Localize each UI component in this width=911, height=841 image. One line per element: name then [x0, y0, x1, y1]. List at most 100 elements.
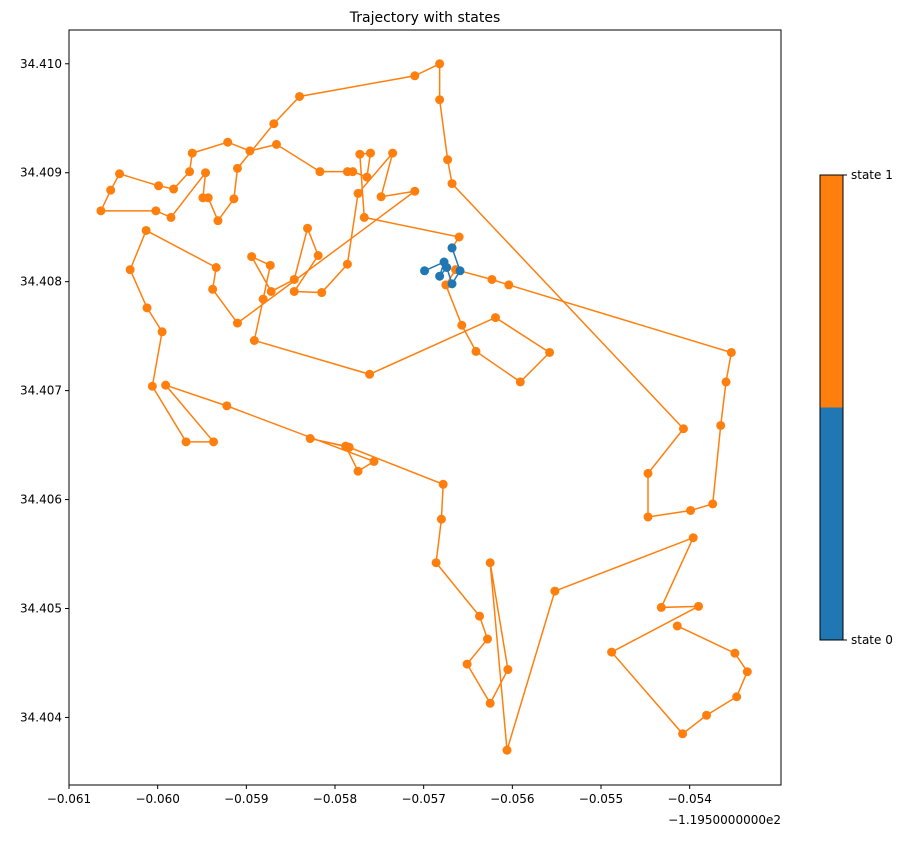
trajectory-point — [643, 512, 653, 522]
trajectory-point — [410, 71, 420, 81]
trajectory-point — [266, 286, 276, 296]
trajectory-point — [289, 274, 299, 284]
trajectory-point — [232, 318, 242, 328]
trajectory-point — [213, 216, 223, 226]
trajectory-point — [342, 167, 352, 177]
trajectory-point — [181, 437, 191, 447]
y-tick-label: 34.409 — [20, 166, 62, 180]
trajectory-point — [694, 601, 704, 611]
y-tick-label: 34.406 — [20, 493, 62, 507]
trajectory-point — [487, 274, 497, 284]
trajectory-point — [209, 437, 219, 447]
y-tick-label: 34.410 — [20, 57, 62, 71]
trajectory-point — [447, 179, 457, 189]
trajectory-point — [106, 185, 116, 195]
trajectory-point — [678, 424, 688, 434]
trajectory-point — [249, 335, 259, 345]
trajectory-point — [420, 266, 430, 276]
trajectory-point — [369, 456, 379, 466]
trajectory-point — [678, 729, 688, 739]
trajectory-point — [295, 91, 305, 101]
trajectory-point — [702, 710, 712, 720]
trajectory-point — [315, 167, 325, 177]
trajectory-point — [151, 206, 161, 216]
trajectory-point — [247, 252, 257, 262]
trajectory-point — [223, 137, 233, 147]
trajectory-point — [485, 558, 495, 568]
trajectory-point — [457, 320, 467, 330]
trajectory-point — [362, 172, 372, 182]
trajectory-point — [550, 586, 560, 596]
plot-frame — [68, 29, 782, 786]
trajectory-point — [187, 148, 197, 158]
trajectory-point — [208, 284, 218, 294]
trajectory-point — [376, 192, 386, 202]
trajectory-point — [353, 188, 363, 198]
trajectory-point — [708, 499, 718, 509]
trajectory-point — [447, 279, 457, 289]
trajectory-point — [431, 558, 441, 568]
trajectory-point — [269, 119, 279, 129]
x-tick-label: −0.054 — [667, 792, 711, 806]
trajectory-point — [211, 263, 221, 273]
trajectory-line — [99, 62, 749, 751]
colorbar-label: state 1 — [851, 168, 893, 182]
x-tick-label: −0.057 — [401, 792, 445, 806]
trajectory-point — [115, 169, 125, 179]
trajectory-point — [483, 634, 493, 644]
x-tick-label: −0.055 — [579, 792, 623, 806]
trajectory-point — [203, 193, 213, 203]
trajectory-point — [166, 212, 176, 222]
trajectory-point — [607, 647, 617, 657]
y-tick-label: 34.405 — [20, 602, 62, 616]
trajectory-point — [125, 265, 135, 275]
trajectory-point — [232, 163, 242, 173]
y-tick-label: 34.407 — [20, 384, 62, 398]
trajectory-point — [147, 381, 157, 391]
trajectory-point — [435, 271, 445, 281]
trajectory-point — [169, 184, 179, 194]
trajectory-point — [229, 194, 239, 204]
y-tick-label: 34.404 — [20, 710, 62, 724]
trajectory-point — [656, 602, 666, 612]
trajectory-point — [721, 377, 731, 387]
trajectory-point — [732, 692, 742, 702]
trajectory-point — [485, 698, 495, 708]
trajectory-point — [185, 167, 195, 177]
trajectory-point — [157, 327, 167, 337]
x-tick-label: −0.061 — [47, 792, 91, 806]
trajectory-point — [443, 155, 453, 165]
chart-title: Trajectory with states — [349, 10, 501, 26]
trajectory-point — [435, 95, 445, 105]
trajectory-point — [643, 468, 653, 478]
trajectory-point — [342, 259, 352, 269]
trajectory-point — [672, 621, 682, 631]
trajectory-point — [447, 243, 457, 253]
x-tick-label: −0.056 — [490, 792, 534, 806]
trajectory-point — [545, 347, 555, 357]
trajectory-point — [475, 611, 485, 621]
trajectory-point — [502, 745, 512, 755]
colorbar-segment — [820, 175, 843, 408]
x-tick-label: −0.058 — [313, 792, 357, 806]
trajectory-point — [388, 148, 398, 158]
trajectory-point — [515, 377, 525, 387]
trajectory-point — [141, 225, 151, 235]
trajectory-point — [454, 232, 464, 242]
colorbar-frame — [819, 174, 844, 641]
trajectory-point — [353, 466, 363, 476]
x-tick-label: −0.059 — [224, 792, 268, 806]
trajectory-point — [355, 149, 365, 159]
trajectory-point — [289, 286, 299, 296]
x-offset-label: −1.1950000000e2 — [668, 813, 781, 827]
trajectory-point — [726, 347, 736, 357]
trajectory-point — [503, 665, 513, 675]
trajectory-point — [686, 505, 696, 515]
trajectory-point — [305, 434, 315, 444]
trajectory-point — [142, 303, 152, 313]
trajectory-point — [742, 667, 752, 677]
colorbar-label: state 0 — [851, 633, 893, 647]
trajectory-point — [265, 260, 275, 270]
trajectory-point — [161, 380, 171, 390]
